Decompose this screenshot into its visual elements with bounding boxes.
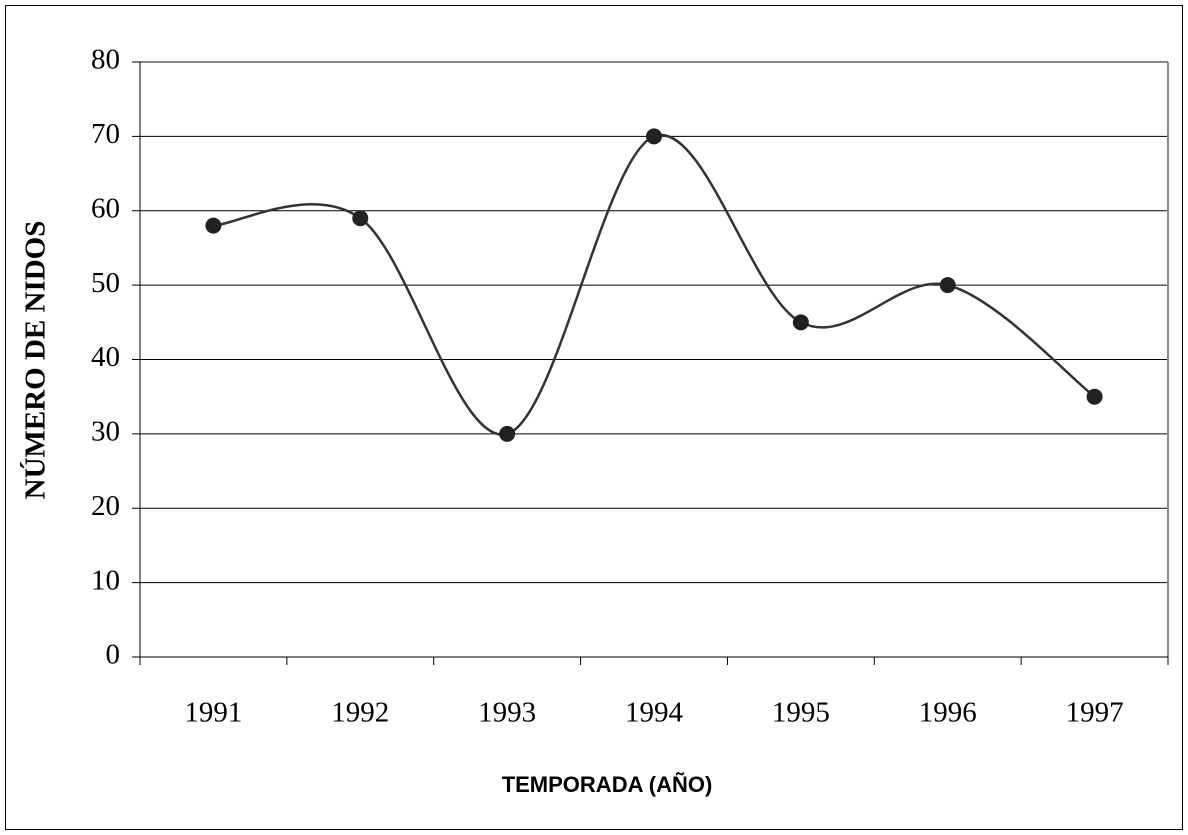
- y-tick-label: 10: [91, 564, 120, 596]
- marker: [792, 314, 809, 331]
- marker: [1086, 388, 1103, 405]
- y-tick-label: 40: [91, 341, 120, 373]
- y-tick-label: 20: [91, 490, 120, 522]
- x-tick-label: 1992: [331, 697, 389, 729]
- marker: [646, 128, 662, 145]
- x-tick-label: 1994: [625, 697, 684, 729]
- y-tick-label: 0: [106, 639, 121, 671]
- x-tick-label: 1996: [919, 697, 977, 729]
- chart-border: [5, 5, 1183, 830]
- y-tick-label: 50: [91, 267, 120, 299]
- y-tick-label: 80: [91, 44, 120, 76]
- x-tick-label: 1993: [478, 697, 536, 729]
- x-tick-label: 1997: [1066, 697, 1124, 729]
- marker: [499, 425, 516, 442]
- y-tick-label: 60: [91, 192, 120, 224]
- x-tick-label: 1995: [772, 697, 830, 729]
- y-tick-label: 30: [91, 416, 120, 448]
- marker: [205, 217, 222, 234]
- marker: [939, 277, 956, 294]
- x-axis-title: TEMPORADA (AÑO): [502, 772, 713, 797]
- y-axis-title: NÚMERO DE NIDOS: [19, 221, 52, 500]
- marker: [352, 210, 369, 227]
- y-tick-label: 70: [91, 118, 120, 150]
- line: [213, 133, 1096, 436]
- x-tick-label: 1991: [184, 697, 242, 729]
